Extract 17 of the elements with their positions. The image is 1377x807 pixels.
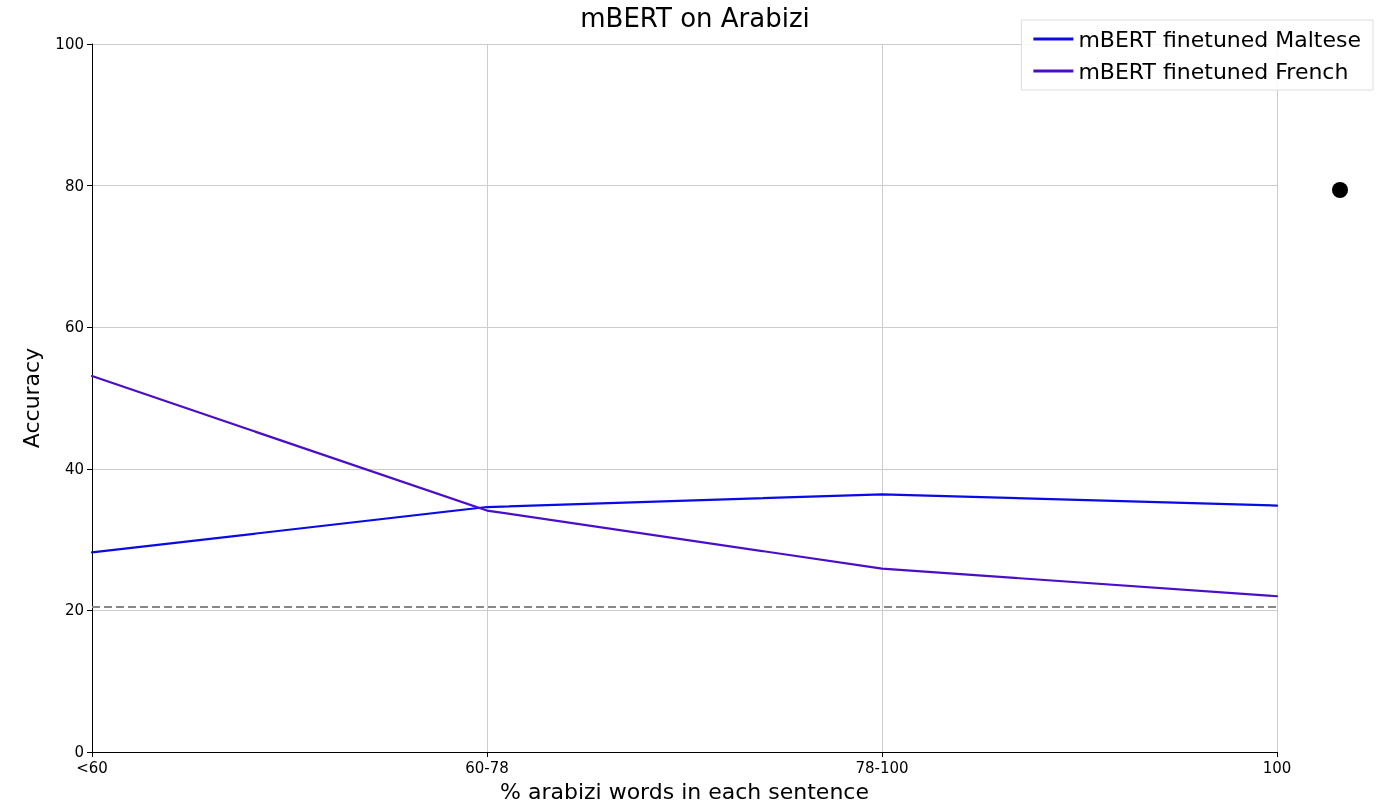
legend-label: mBERT finetuned French	[1078, 58, 1349, 84]
legend-label: mBERT finetuned Maltese	[1078, 26, 1362, 52]
chart-title: mBERT on Arabizi	[580, 3, 810, 33]
y-tick-label: 40	[64, 459, 84, 478]
y-tick-label: 60	[64, 318, 84, 337]
x-axis-title: % arabizi words in each sentence	[500, 778, 869, 804]
y-tick-label: 0	[74, 743, 84, 761]
line-series	[90, 374, 1279, 598]
y-tick-label: 100	[55, 35, 84, 53]
x-tick-label: 60-78	[465, 758, 509, 777]
x-tick-label: <60	[76, 758, 108, 777]
line-series	[90, 493, 1279, 554]
x-tick-label: 100	[1262, 758, 1292, 777]
y-tick-label: 20	[64, 601, 84, 620]
x-tick-label: 78-100	[855, 758, 909, 777]
y-tick-label: 80	[64, 176, 84, 195]
y-axis-title: Accuracy	[18, 347, 44, 449]
